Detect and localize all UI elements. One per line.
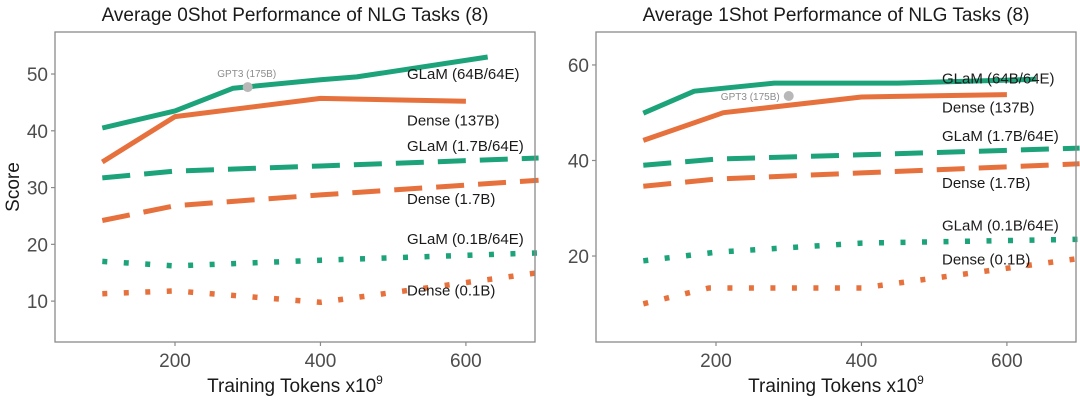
x-tick-label: 600 bbox=[450, 351, 482, 372]
x-axis-label-exponent: 9 bbox=[917, 373, 924, 387]
series-line-dense-1-7b bbox=[101, 177, 539, 223]
y-tick-label: 20 bbox=[568, 247, 589, 268]
x-axis-label: Training Tokens x109 bbox=[207, 373, 383, 397]
y-tick-label: 40 bbox=[568, 151, 589, 172]
x-axis-label-text: Training Tokens x10 bbox=[748, 376, 917, 397]
series-label-glam-1-7b-64e: GLaM (1.7B/64E) bbox=[942, 128, 1059, 145]
gpt3-point bbox=[783, 91, 794, 102]
y-tick-label: 50 bbox=[27, 65, 48, 86]
series-line-glam-64b-64e bbox=[101, 54, 489, 131]
series-label-dense-0-1b: Dense (0.1B) bbox=[407, 283, 495, 300]
series-labels: GLaM (64B/64E) Dense (137B) GLaM (1.7B/64E… bbox=[407, 66, 524, 300]
chart-title: Average 0Shot Performance of NLG Tasks (… bbox=[102, 5, 489, 26]
y-tick-label: 60 bbox=[568, 56, 589, 77]
gpt3-label: GPT3 (175B) bbox=[217, 69, 276, 80]
y-tick-label: 30 bbox=[27, 179, 48, 200]
plot-frame bbox=[595, 31, 1077, 343]
series-line-dense-137b bbox=[642, 92, 1007, 143]
series-labels: GLaM (64B/64E) Dense (137B) GLaM (1.7B/64E… bbox=[942, 70, 1059, 268]
series-line-dense-137b bbox=[100, 95, 466, 165]
chart-title: Average 1Shot Performance of NLG Tasks (… bbox=[643, 5, 1030, 26]
gpt3-point bbox=[242, 82, 253, 93]
series-line-glam-0-1b-64e bbox=[102, 250, 539, 269]
axis-ticks: 20 40 60 200 400 600 bbox=[568, 56, 1023, 372]
x-tick-label: 600 bbox=[991, 351, 1023, 372]
series-label-dense-1-7b: Dense (1.7B) bbox=[942, 175, 1030, 192]
series-line-glam-64b-64e bbox=[642, 76, 1037, 116]
series-lines bbox=[100, 54, 539, 306]
series-label-glam-1-7b-64e: GLaM (1.7B/64E) bbox=[407, 138, 524, 155]
x-tick-label: 200 bbox=[700, 351, 732, 372]
series-label-glam-0-1b-64e: GLaM (0.1B/64E) bbox=[407, 231, 524, 248]
series-label-glam-64b-64e: GLaM (64B/64E) bbox=[942, 70, 1055, 87]
gpt3-label: GPT3 (175B) bbox=[721, 92, 780, 103]
chart-panel-1shot: Average 1Shot Performance of NLG Tasks (… bbox=[568, 5, 1080, 397]
y-tick-label: 20 bbox=[27, 235, 48, 256]
axis-ticks: 10 20 30 40 50 200 400 600 bbox=[27, 65, 482, 372]
series-line-glam-1-7b-64e bbox=[643, 145, 1080, 168]
series-label-dense-137b: Dense (137B) bbox=[407, 112, 500, 129]
annotations: GPT3 (175B) bbox=[721, 91, 794, 103]
x-tick-label: 400 bbox=[846, 351, 878, 372]
series-label-glam-0-1b-64e: GLaM (0.1B/64E) bbox=[942, 217, 1059, 234]
chart-panel-0shot: Average 0Shot Performance of NLG Tasks (… bbox=[3, 5, 539, 397]
series-line-glam-1-7b-64e bbox=[102, 155, 539, 181]
y-tick-label: 10 bbox=[27, 292, 48, 313]
x-axis-label-exponent: 9 bbox=[376, 373, 383, 387]
x-tick-label: 200 bbox=[159, 351, 191, 372]
x-axis-label-text: Training Tokens x10 bbox=[207, 376, 376, 397]
x-tick-label: 400 bbox=[305, 351, 337, 372]
series-line-dense-1-7b bbox=[643, 161, 1080, 189]
y-tick-label: 40 bbox=[27, 122, 48, 143]
series-label-glam-64b-64e: GLaM (64B/64E) bbox=[407, 66, 520, 83]
plot-frame bbox=[54, 31, 536, 343]
y-axis-label: Score bbox=[3, 162, 24, 212]
x-axis-label: Training Tokens x109 bbox=[748, 373, 924, 397]
annotations: GPT3 (175B) bbox=[217, 69, 276, 93]
series-label-dense-0-1b: Dense (0.1B) bbox=[942, 251, 1030, 268]
series-label-dense-137b: Dense (137B) bbox=[942, 100, 1035, 117]
series-lines bbox=[642, 76, 1080, 307]
series-label-dense-1-7b: Dense (1.7B) bbox=[407, 191, 495, 208]
